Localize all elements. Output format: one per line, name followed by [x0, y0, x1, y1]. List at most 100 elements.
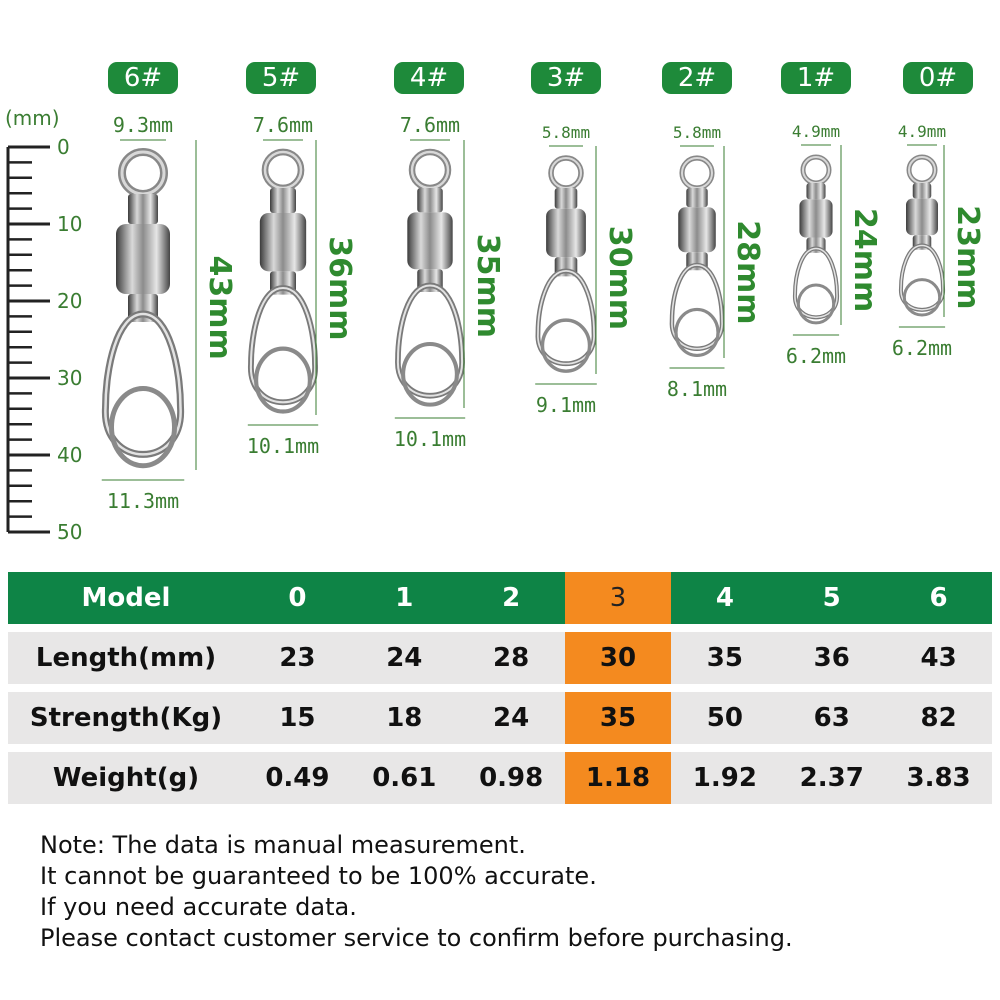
table-cell-highlighted: 30 — [564, 632, 672, 684]
swivel-neck — [128, 194, 158, 224]
table-cell: 24 — [386, 643, 423, 673]
length-label: 24mm — [847, 208, 882, 312]
header-model: 1 — [395, 583, 414, 613]
split-ring-highlight — [802, 156, 830, 184]
top-width-label: 9.3mm — [113, 113, 173, 137]
length-label: 43mm — [202, 256, 237, 360]
header-model-highlighted: 3 — [564, 572, 672, 624]
snap-eye — [792, 246, 840, 320]
swivel-2: 2# 5.8mm 28mm 8.1mm — [662, 62, 765, 401]
table-cell: 23 — [279, 643, 316, 673]
ruler: (mm) 0 10 20 30 40 50 — [5, 106, 82, 544]
swivel-neck — [554, 188, 578, 209]
size-badge — [246, 62, 316, 94]
swivel-1: 1# 4.9mm 24mm 6.2mm — [781, 62, 882, 368]
table-cell: 24 — [493, 703, 530, 733]
snap-eye — [395, 282, 465, 399]
top-width-label: 5.8mm — [673, 123, 721, 142]
row-label: Weight(g) — [52, 763, 200, 793]
snap-eye-highlight — [900, 244, 944, 311]
snap-eye — [669, 262, 725, 351]
size-badge-label: 2# — [678, 63, 716, 93]
swivel-barrel — [116, 224, 170, 294]
swivel-neck — [686, 188, 708, 208]
ruler-label: 30 — [57, 366, 82, 390]
size-badge-label: 4# — [410, 63, 448, 93]
table-header-row: Model 0 1 2 3 4 5 6 — [8, 572, 992, 624]
bottom-width-label: 8.1mm — [667, 377, 727, 401]
snap-eye-highlight — [104, 312, 182, 456]
table-cell: 0.98 — [479, 763, 544, 793]
length-label: 36mm — [322, 236, 357, 340]
snap-eye — [101, 310, 185, 458]
table-row-length: Length(mm) 23 24 28 30 35 36 43 — [8, 632, 992, 684]
table-cell: 35 — [706, 643, 743, 673]
split-ring-highlight — [681, 157, 713, 189]
table-cell: 1.92 — [692, 763, 757, 793]
snap-inner-loop — [902, 278, 942, 317]
snap-eye — [535, 268, 597, 366]
table-cell: 43 — [920, 643, 957, 673]
header-model: 5 — [822, 583, 841, 613]
table-cell: 28 — [493, 643, 530, 673]
bottom-width-label: 9.1mm — [536, 393, 596, 417]
ruler-unit: (mm) — [5, 106, 60, 130]
swivel-neck — [806, 183, 826, 200]
size-badge — [108, 62, 178, 94]
swivel-3: 3# 5.8mm 30mm 9.1mm — [531, 62, 637, 417]
table-cell: 63 — [813, 703, 850, 733]
table-row-weight: Weight(g) 0.49 0.61 0.98 1.18 1.92 2.37 … — [8, 752, 992, 804]
swivel-barrel — [799, 199, 833, 238]
snap-inner-loop — [540, 318, 592, 373]
swivel-size-illustration: (mm) 0 10 20 30 40 50 6# 9.3mm 43mm 11.3mm 5# 7.6mm… — [5, 62, 985, 544]
snap-eye — [898, 243, 946, 312]
table-cell: 15 — [279, 703, 316, 733]
note-line: Note: The data is manual measurement. — [40, 831, 526, 859]
bottom-width-label: 6.2mm — [786, 344, 846, 368]
snap-eye-highlight — [671, 264, 723, 350]
swivel-barrel — [546, 208, 586, 258]
ruler-label: 50 — [57, 520, 82, 544]
snap-inner-loop — [254, 346, 312, 414]
top-width-label: 4.9mm — [898, 122, 946, 141]
snap-inner-loop — [674, 307, 720, 358]
snap-eye-highlight — [249, 286, 317, 404]
swivel-barrel — [407, 212, 453, 270]
snap-inner-loop — [401, 341, 459, 407]
table-cell: 50 — [706, 703, 743, 733]
size-badge-label: 6# — [124, 63, 162, 93]
swivel-0: 0# 4.9mm 23mm 6.2mm — [892, 62, 985, 360]
bottom-width-label: 11.3mm — [107, 489, 179, 513]
swivel-barrel — [906, 198, 938, 236]
header-model: 2 — [502, 583, 521, 613]
bottom-width-label: 6.2mm — [892, 336, 952, 360]
split-ring-highlight — [908, 156, 936, 184]
header-model: 0 — [288, 583, 307, 613]
table-cell: 0.49 — [265, 763, 330, 793]
top-width-label: 4.9mm — [792, 122, 840, 141]
snap-eye-highlight — [537, 270, 595, 365]
split-ring-highlight — [120, 150, 166, 196]
split-ring-highlight — [263, 150, 303, 190]
swivel-6: 6# 9.3mm 43mm 11.3mm — [101, 62, 237, 513]
swivel-5: 5# 7.6mm 36mm 10.1mm — [246, 62, 357, 458]
table-cell: 0.61 — [372, 763, 437, 793]
snap-eye-highlight — [794, 247, 838, 318]
spec-table: Model 0 1 2 3 4 5 6 Length(mm) 23 24 28 … — [8, 572, 992, 812]
row-label: Length(mm) — [35, 643, 217, 673]
split-ring-highlight — [410, 150, 450, 190]
ruler-label: 10 — [57, 212, 82, 236]
size-badge-label: 0# — [919, 63, 957, 93]
length-label: 23mm — [950, 205, 985, 309]
size-badge — [662, 62, 732, 94]
size-badge — [394, 62, 464, 94]
top-width-label: 7.6mm — [253, 113, 313, 137]
split-ring-highlight — [549, 156, 583, 190]
snap-inner-loop — [109, 385, 177, 469]
swivel-neck — [417, 188, 443, 213]
note-line: It cannot be guaranteed to be 100% accur… — [40, 862, 597, 890]
table-cell: 18 — [386, 703, 423, 733]
length-label: 30mm — [602, 226, 637, 330]
ruler-label: 40 — [57, 443, 82, 467]
size-badge — [781, 62, 851, 94]
